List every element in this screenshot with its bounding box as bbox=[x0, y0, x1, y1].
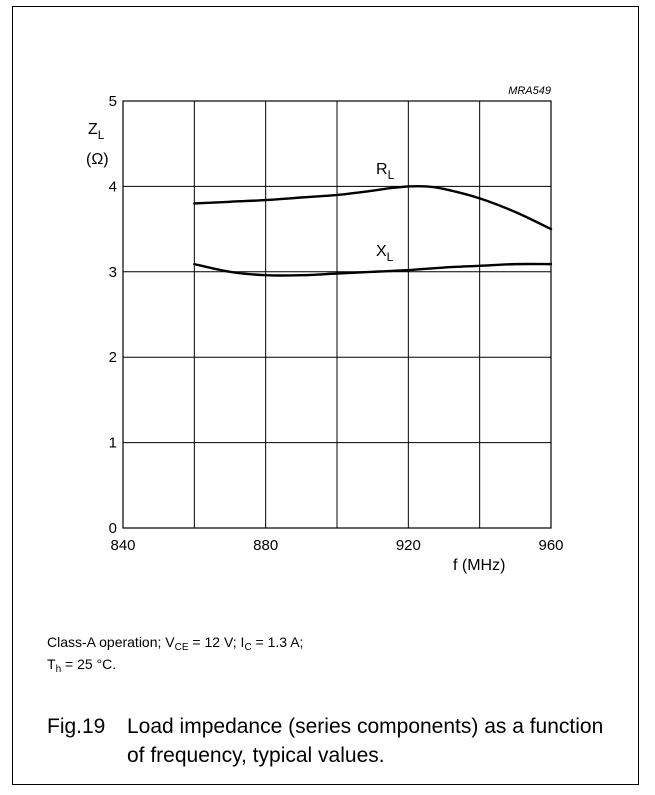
chart-code: MRA549 bbox=[508, 85, 551, 97]
series-label-rl-main: R bbox=[376, 161, 388, 178]
x-axis-label: f (MHz) bbox=[453, 557, 505, 574]
series-label-xl: XL bbox=[376, 243, 394, 264]
series-label-xl-sub: L bbox=[387, 250, 394, 264]
x-tick-label: 920 bbox=[396, 537, 421, 554]
plot-area bbox=[122, 100, 552, 529]
conditions-text: T bbox=[47, 656, 56, 672]
y-tick-label: 3 bbox=[109, 264, 117, 281]
x-tick-label: 880 bbox=[253, 537, 278, 554]
conditions-text: = 12 V; I bbox=[188, 634, 245, 650]
y-axis-label: ZL bbox=[88, 121, 105, 142]
series-line-rl bbox=[193, 184, 553, 231]
y-tick-label: 2 bbox=[109, 349, 117, 366]
figure-number: Fig.19 bbox=[47, 715, 106, 738]
conditions-note: Class-A operation; VCE = 12 V; IC = 1.3 … bbox=[47, 634, 303, 678]
conditions-sub: CE bbox=[174, 642, 189, 653]
series-label-rl-sub: L bbox=[388, 168, 395, 182]
x-tick-label: 960 bbox=[538, 537, 563, 554]
tick-labels: 840 880 920 960 0 1 2 3 4 5 bbox=[109, 93, 564, 554]
series-line-xl bbox=[193, 262, 553, 277]
y-axis-unit: (Ω) bbox=[86, 151, 109, 168]
x-tick-label: 840 bbox=[110, 537, 135, 554]
conditions-text: = 1.3 A; bbox=[251, 634, 304, 650]
series-label-rl: RL bbox=[376, 161, 395, 182]
figure-frame bbox=[12, 6, 639, 785]
conditions-sub: h bbox=[55, 664, 62, 675]
y-tick-label: 5 bbox=[109, 93, 117, 110]
grid bbox=[123, 101, 551, 528]
conditions-sub: C bbox=[244, 642, 252, 653]
y-tick-label: 0 bbox=[109, 520, 117, 537]
y-axis-label-sub: L bbox=[98, 128, 105, 142]
y-axis-label-main: Z bbox=[88, 121, 98, 138]
y-tick-label: 4 bbox=[109, 178, 117, 195]
conditions-text: Class-A operation; V bbox=[47, 634, 175, 650]
series-label-xl-main: X bbox=[376, 243, 387, 260]
y-tick-label: 1 bbox=[109, 435, 117, 452]
figure-caption-text: Load impedance (series components) as a … bbox=[127, 715, 604, 767]
series-lines bbox=[193, 184, 553, 277]
conditions-text: = 25 °C. bbox=[61, 656, 117, 672]
